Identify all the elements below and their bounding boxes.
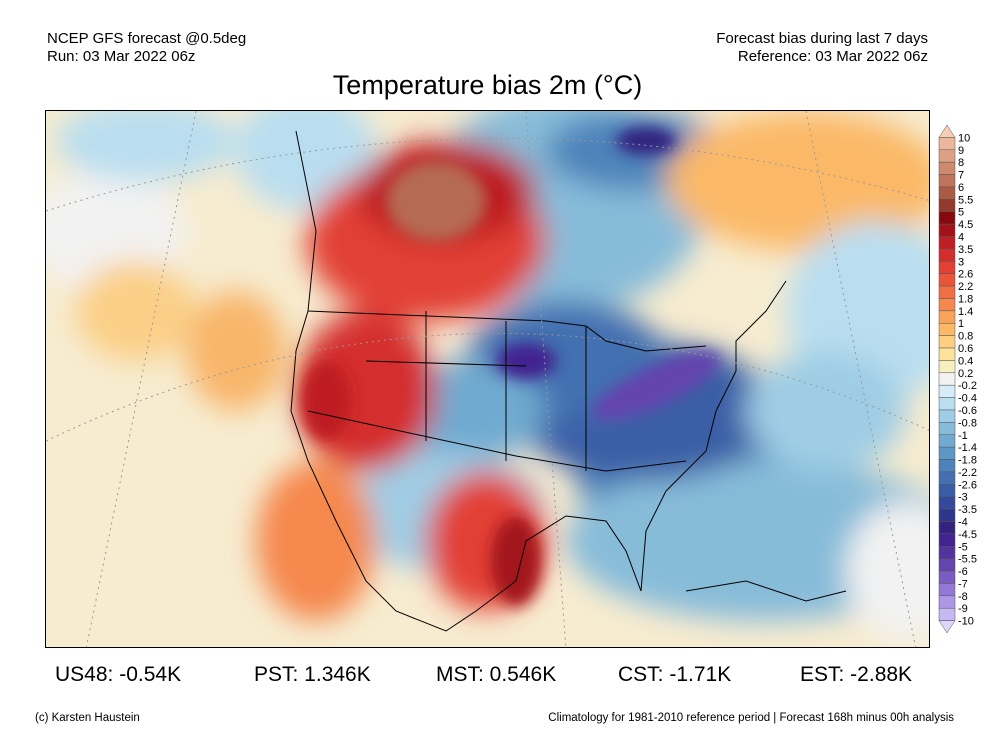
colorbar-label: 4.5 [958,219,973,231]
colorbar-swatch [938,409,956,423]
colorbar-label: -0.2 [958,380,977,392]
colorbar-label: -8 [958,591,968,603]
colorbar-swatch [938,620,956,634]
colorbar-swatch [938,471,956,485]
colorbar-swatch [938,546,956,559]
colorbar-label: -0.8 [958,417,977,429]
methodology-note: Climatology for 1981-2010 reference peri… [548,712,954,724]
colorbar-swatch [938,223,956,237]
coastlines-borders [290,130,847,632]
colorbar-swatch [938,459,956,473]
colorbar-label: -1.4 [958,442,977,454]
colorbar-label: -5.5 [958,554,977,566]
colorbar-label: -2.2 [958,467,977,479]
colorbar-swatch [938,322,956,336]
colorbar-label: 10 [958,132,970,144]
colorbar-label: 9 [958,145,964,157]
stat-pst: PST: 1.346K [254,663,371,686]
colorbar-label: 6 [958,182,964,194]
stat-us48: US48: -0.54K [55,663,182,686]
credit: (c) Karsten Haustein [35,712,140,724]
colorbar-swatch [938,149,956,163]
colorbar-swatch [938,137,956,151]
bias-info: Forecast bias during last 7 days Referen… [716,30,928,66]
colorbar-label: -5 [958,541,968,553]
colorbar-label: 4 [958,232,964,244]
colorbar-swatch [938,570,956,584]
colorbar-label: 1 [958,318,964,330]
colorbar-swatch [938,397,956,411]
stat-mst: MST: 0.546K [436,663,557,686]
colorbar-label: 0.2 [958,368,973,380]
colorbar-swatch [938,298,956,312]
colorbar-swatch [938,607,956,621]
colorbar-label: -3.5 [958,504,977,516]
colorbar-swatch [938,496,956,510]
colorbar-swatch [938,211,956,225]
colorbar-label: -4.5 [958,529,977,541]
colorbar-swatch [938,533,956,547]
colorbar-label: 3 [958,256,964,268]
colorbar-label: 0.6 [958,343,973,355]
colorbar-swatch [938,360,956,374]
colorbar-swatch [938,595,956,609]
colorbar-swatch [938,186,956,200]
model-info: NCEP GFS forecast @0.5deg Run: 03 Mar 20… [47,30,246,66]
colorbar-label: -3 [958,492,968,504]
colorbar-label: -1 [958,430,968,442]
map-title: Temperature bias 2m (°C) [332,70,643,100]
colorbar-swatch [938,236,956,250]
colorbar-swatch [938,484,956,497]
colorbar-label: 7 [958,170,964,182]
colorbar-label: -1.8 [958,455,977,467]
colorbar-label: -2.6 [958,479,977,491]
colorbar-label: -9 [958,603,968,615]
colorbar-label: 2.2 [958,281,973,293]
colorbar-label: 0.8 [958,331,973,343]
colorbar-swatch [938,174,956,188]
colorbar-swatch [938,434,956,448]
colorbar-label: 5.5 [958,194,973,206]
colorbar-swatch [938,583,956,597]
bias-period: Forecast bias during last 7 days [716,30,928,47]
colorbar-legend: 10 9 8 7 6 5.5 5 4.5 4 3.5 3 2.6 2.2 1.8 1.4 1 0.8 0.6 0.4… [935,123,1000,635]
colorbar-label: 2.6 [958,269,973,281]
colorbar-label: 1.4 [958,306,973,318]
colorbar-label: 5 [958,207,964,219]
colorbar-swatch [938,124,956,138]
model-name: NCEP GFS forecast @0.5deg [47,30,247,47]
colorbar-swatch [938,335,956,349]
colorbar-swatch [938,161,956,175]
colorbar-label: -10 [958,616,974,628]
colorbar-label: 8 [958,157,964,169]
colorbar-swatch [938,285,956,299]
colorbar-label: 3.5 [958,244,973,256]
colorbar-swatch [938,384,956,398]
colorbar-swatch [938,310,956,324]
colorbar-swatch [938,446,956,460]
colorbar-swatch [938,558,956,572]
colorbar-swatch [938,199,956,212]
colorbar-swatch [938,273,956,287]
colorbar-swatch [938,508,956,522]
stat-est: EST: -2.88K [800,663,913,686]
colorbar-label: 1.8 [958,293,973,305]
colorbar-label: -0.6 [958,405,977,417]
colorbar-swatch [938,261,956,274]
colorbar-label: 0.4 [958,355,973,367]
reference-time: Reference: 03 Mar 2022 06z [737,48,928,65]
colorbar-swatch [938,347,956,361]
colorbar-label: -4 [958,516,968,528]
colorbar-label: -0.4 [958,393,977,405]
temperature-bias-map [45,110,930,648]
colorbar-swatch [938,248,956,262]
colorbar-swatch [938,372,956,386]
colorbar-swatch [938,521,956,535]
colorbar-swatch [938,422,956,436]
colorbar-label: -7 [958,578,968,590]
run-time: Run: 03 Mar 2022 06z [47,48,196,65]
stat-cst: CST: -1.71K [618,663,732,686]
colorbar-label: -6 [958,566,968,578]
graticule [46,111,929,647]
